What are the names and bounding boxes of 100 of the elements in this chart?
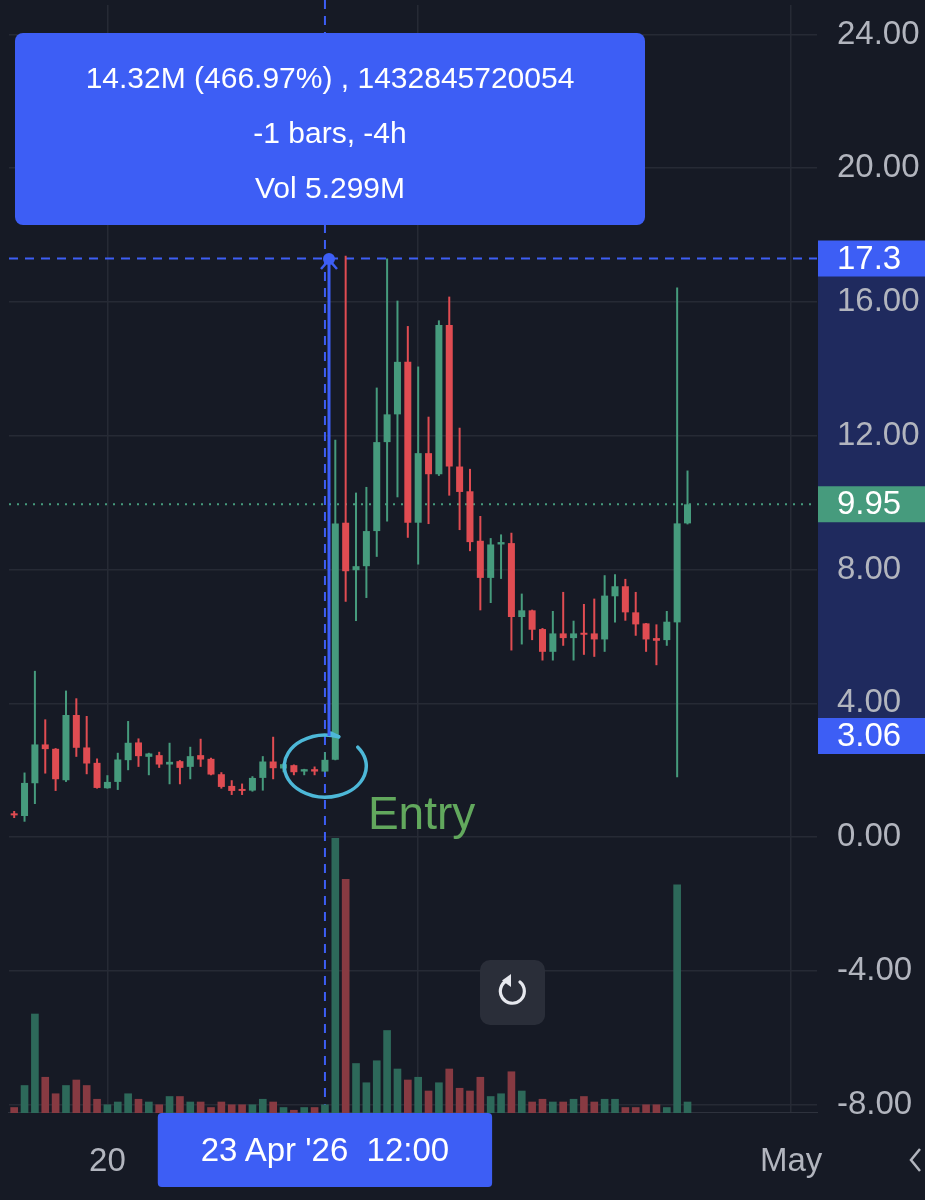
y-tick-label: 24.00 (837, 13, 920, 51)
y-tick-label: 12.00 (837, 414, 920, 452)
bar (445, 1068, 454, 1113)
bar (662, 1107, 671, 1113)
annotation: 14.32M (466.97%) , 1432845720054 (84, 60, 576, 96)
bar (393, 1068, 402, 1113)
candlestick (114, 751, 122, 791)
candlestick (580, 602, 588, 656)
annotation: Entry (367, 787, 476, 840)
bar (310, 1107, 319, 1113)
bar (238, 1104, 246, 1113)
bar (279, 1107, 288, 1113)
bar (466, 1090, 474, 1113)
bar (383, 1030, 391, 1113)
ref-line-label: 17.3 (837, 238, 902, 276)
bar (631, 1107, 640, 1113)
candlestick (83, 715, 91, 776)
candlestick (611, 573, 619, 624)
bar (352, 1063, 360, 1113)
bar (611, 1098, 619, 1113)
bar (93, 1098, 101, 1113)
candlestick (425, 415, 433, 526)
bar (103, 1104, 112, 1113)
candlestick (559, 590, 567, 647)
info-box: 14.32M (466.97%) , 1432845720054 -1 bars, -4h Vol 5.299M (15, 33, 645, 225)
bar (331, 838, 340, 1113)
bar (517, 1090, 526, 1113)
bar (227, 1104, 236, 1113)
bar (559, 1101, 568, 1113)
bar (507, 1071, 516, 1113)
bar (600, 1098, 609, 1113)
bar (414, 1076, 423, 1113)
bar (51, 1093, 60, 1113)
bar (403, 1079, 412, 1113)
bar (72, 1079, 81, 1113)
bar (186, 1101, 195, 1113)
annotation: -1 bars, -4h (252, 115, 408, 151)
bar (580, 1096, 588, 1113)
candlestick (663, 610, 671, 647)
x-tick-label: May (759, 1140, 823, 1178)
bar (31, 1013, 39, 1113)
bar (673, 884, 681, 1113)
bar (134, 1098, 143, 1113)
bar (486, 1096, 495, 1113)
candlestick (259, 755, 267, 792)
candlestick (590, 597, 598, 658)
bar (642, 1104, 650, 1113)
bar (300, 1107, 309, 1113)
candlestick (549, 610, 557, 662)
bar (549, 1101, 557, 1113)
bar (372, 1060, 381, 1113)
y-tick-label: 16.00 (837, 281, 920, 319)
bar (528, 1101, 536, 1113)
candlestick (41, 718, 49, 775)
bar (290, 1109, 298, 1113)
y-tick-label: 0.00 (837, 816, 902, 854)
bar (10, 1107, 19, 1113)
bar (455, 1087, 464, 1113)
candlestick (528, 608, 536, 642)
bar (321, 1104, 329, 1113)
candlestick (632, 590, 640, 637)
bar (20, 1085, 29, 1113)
bar (124, 1093, 132, 1113)
bar (165, 1096, 174, 1113)
ref-line-label: 23 Apr '26 12:00 (200, 1131, 450, 1169)
bar (424, 1090, 433, 1113)
bar (41, 1076, 50, 1113)
bar (258, 1098, 267, 1113)
bar (362, 1082, 371, 1113)
candlestick (652, 623, 660, 667)
bar (62, 1085, 70, 1113)
bar (476, 1076, 485, 1113)
ref-line-label: 9.95 (837, 484, 902, 522)
candlestick (570, 619, 578, 662)
candlestick (134, 737, 142, 768)
y-tick-label: -8.00 (837, 1083, 913, 1121)
bar (207, 1107, 215, 1113)
y-tick-label: 8.00 (837, 548, 902, 586)
bar (621, 1107, 630, 1113)
annotation: Vol 5.299M (253, 170, 407, 206)
bar (155, 1104, 164, 1113)
candlestick (197, 737, 205, 768)
bar (569, 1098, 578, 1113)
bar (176, 1096, 184, 1113)
candlestick (186, 745, 194, 781)
bar (248, 1104, 257, 1113)
bar (341, 878, 350, 1113)
bar (497, 1093, 505, 1113)
bar (590, 1101, 599, 1113)
candlestick (166, 741, 174, 786)
bar (538, 1098, 547, 1113)
bar (269, 1101, 277, 1113)
candlestick (176, 759, 184, 786)
bar (145, 1101, 153, 1113)
candlestick (518, 592, 526, 646)
candlestick (642, 622, 650, 653)
y-tick-label: 20.00 (837, 147, 920, 185)
candlestick (538, 627, 546, 662)
bar (113, 1101, 122, 1113)
bar (652, 1104, 661, 1113)
